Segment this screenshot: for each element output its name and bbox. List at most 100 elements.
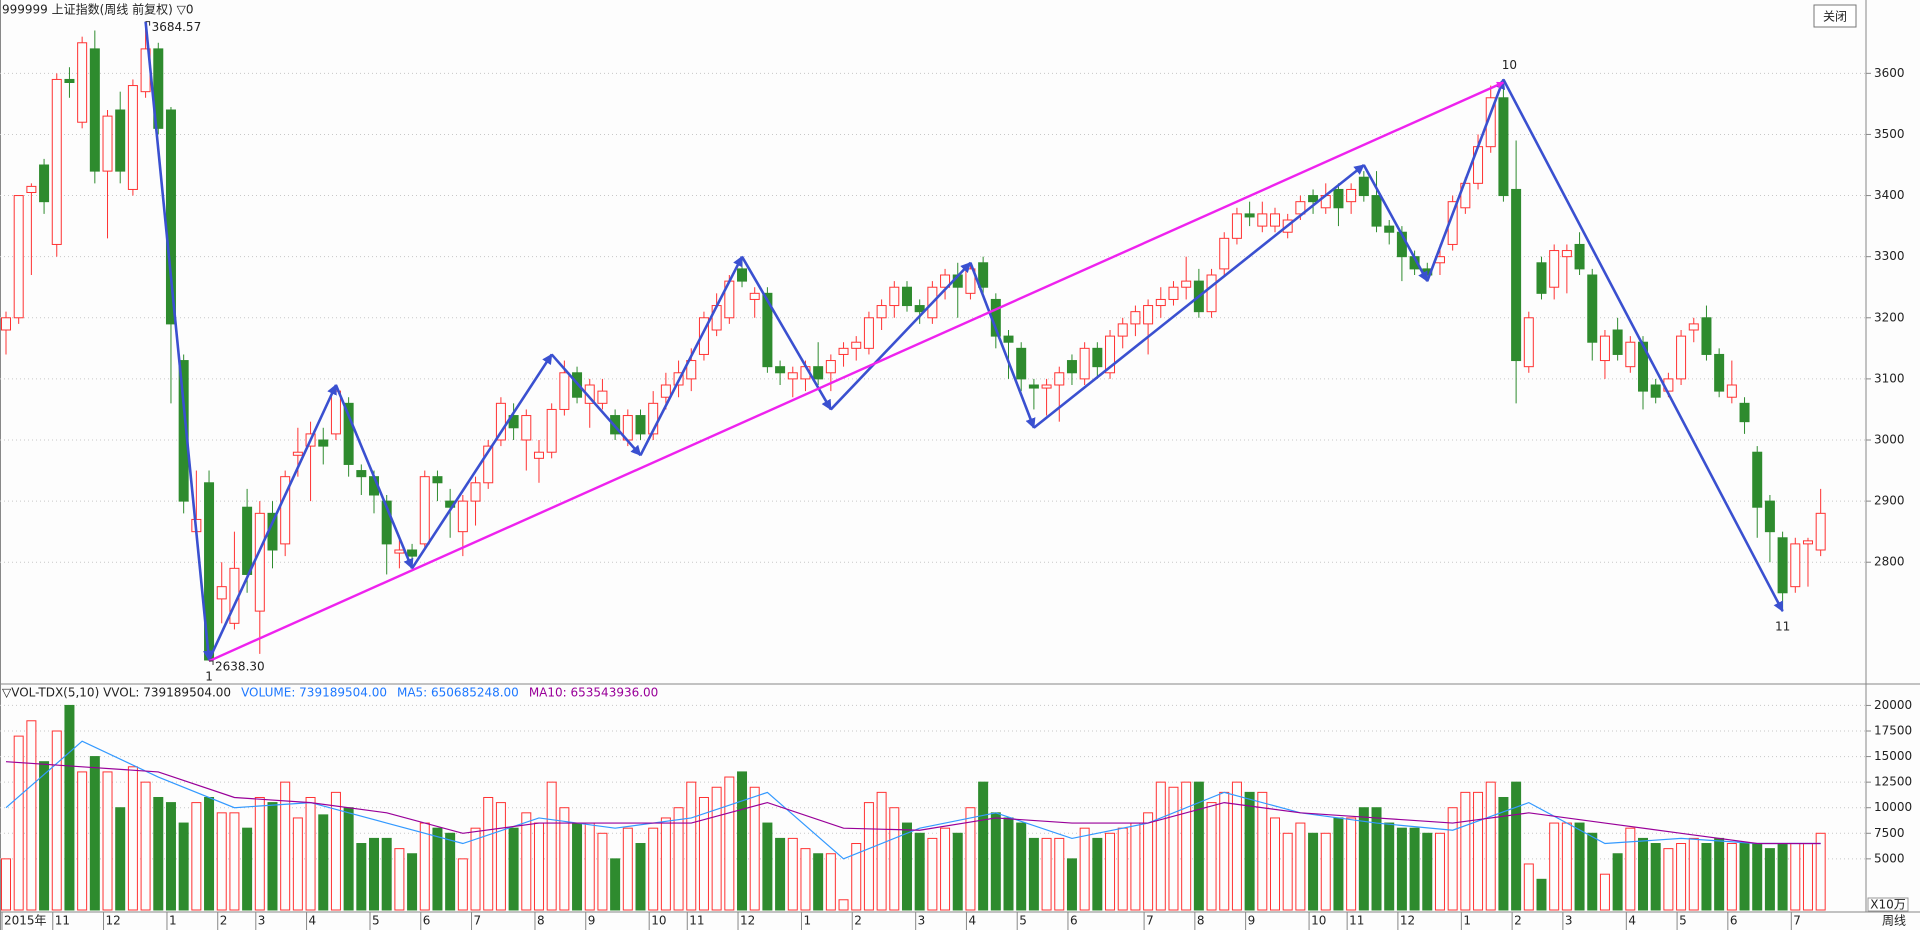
volume-bar (254, 796, 265, 911)
candle-body (1219, 237, 1230, 270)
y-tick-label: 17500 (1874, 724, 1912, 738)
candle-body (1764, 500, 1775, 533)
y-tick-label: 3300 (1874, 249, 1905, 263)
close-button[interactable]: 关闭 (1813, 4, 1857, 28)
candle-body (1028, 384, 1039, 389)
candle-body (1777, 537, 1788, 594)
volume-bar (533, 822, 544, 911)
volume-bar (863, 802, 874, 911)
volume-bar (1143, 812, 1154, 911)
candle-body (711, 305, 722, 331)
volume-bar (1181, 781, 1192, 911)
y-tick-label: 7500 (1874, 826, 1905, 840)
x-tick-label: 8 (1197, 914, 1205, 928)
volume-bar (26, 720, 37, 911)
y-tick-label: 3400 (1874, 188, 1905, 202)
volume-bar (343, 807, 354, 911)
close-button-label[interactable]: 关闭 (1823, 10, 1847, 24)
volume-bar (978, 781, 989, 911)
x-tick-label: 5 (1679, 914, 1687, 928)
volume-bar (584, 822, 595, 911)
volume-bar (445, 832, 456, 911)
volume-bar (1485, 781, 1496, 911)
volume-bar (1676, 843, 1687, 911)
close-button-frame[interactable] (1813, 4, 1857, 28)
candle-body (635, 415, 646, 435)
x-tick-label: 2015年 (4, 914, 47, 928)
candle-body (1041, 384, 1052, 389)
candle-body (127, 85, 138, 190)
y-tick-label: 3200 (1874, 310, 1905, 324)
volume-bar (673, 807, 684, 911)
extreme-marker (209, 660, 214, 666)
volume-bar (229, 812, 240, 911)
y-tick-label: 10000 (1874, 800, 1912, 814)
y-tick-label: 20000 (1874, 698, 1912, 712)
volume-bar (749, 786, 760, 911)
x-tick-label: 12 (1400, 914, 1415, 928)
candle-body (889, 286, 900, 307)
volume-bar (1, 858, 11, 911)
y-tick-label: 2800 (1874, 555, 1905, 569)
volume-bar (635, 843, 646, 911)
trend-segment (829, 261, 972, 411)
volume-bar (1320, 832, 1331, 911)
volume-bar (1447, 807, 1458, 911)
volume-bar (889, 807, 900, 911)
candle-body (1181, 280, 1192, 288)
volume-bar (724, 776, 735, 911)
volume-bar (876, 791, 887, 911)
volume-bar (914, 832, 925, 911)
volume-bar (1117, 827, 1128, 911)
volume-bar (838, 899, 849, 911)
volume-bar (89, 756, 100, 911)
volume-bar (1815, 832, 1826, 911)
candle-body (51, 78, 62, 245)
volume-bar (1688, 837, 1699, 911)
volume-bar (1028, 837, 1039, 911)
candle-body (1638, 341, 1649, 392)
volume-bar (851, 843, 862, 911)
candle-body (901, 286, 912, 307)
candle-body (1752, 451, 1763, 508)
y-tick-label: 5000 (1874, 851, 1905, 865)
volume-bar (102, 771, 113, 911)
candle-body (432, 476, 443, 484)
candle-body (470, 482, 481, 502)
volume-bar (711, 786, 722, 911)
volume-bar (1701, 843, 1712, 911)
x-tick-label: 6 (1070, 914, 1078, 928)
y-tick-label: 3500 (1874, 127, 1905, 141)
volume-bar (165, 802, 176, 911)
volume-bar (1409, 827, 1420, 911)
candle-body (1066, 360, 1077, 374)
y-tick-label: 3000 (1874, 433, 1905, 447)
volume-bar (127, 766, 138, 911)
volume-bar (470, 827, 481, 911)
volume-bar (1155, 781, 1166, 911)
x-tick-label: 7 (474, 914, 482, 928)
volume-bar (1092, 837, 1103, 911)
candle-body (838, 347, 849, 355)
candle-body (1003, 335, 1014, 343)
period-label: 周线 (1882, 914, 1906, 928)
extreme-marker (145, 21, 151, 26)
volume-bar (292, 817, 303, 911)
volume-bar (521, 812, 532, 911)
volume-bar (1384, 822, 1395, 911)
candle-body (1714, 353, 1725, 392)
volume-bar (1650, 843, 1661, 911)
candle-body (1726, 384, 1737, 398)
volume-bar (140, 781, 151, 911)
volume-bar (1587, 832, 1598, 911)
candle-body (1130, 311, 1141, 325)
candle-body (825, 360, 836, 374)
candle-body (1231, 213, 1242, 239)
candle-body (1511, 188, 1522, 362)
volume-bar (1561, 822, 1572, 911)
volume-bar (356, 843, 367, 911)
volume-bar (1016, 822, 1027, 911)
volume-bar (1625, 827, 1636, 911)
x-tick-label: 9 (588, 914, 596, 928)
x-tick-label: 11 (55, 914, 70, 928)
